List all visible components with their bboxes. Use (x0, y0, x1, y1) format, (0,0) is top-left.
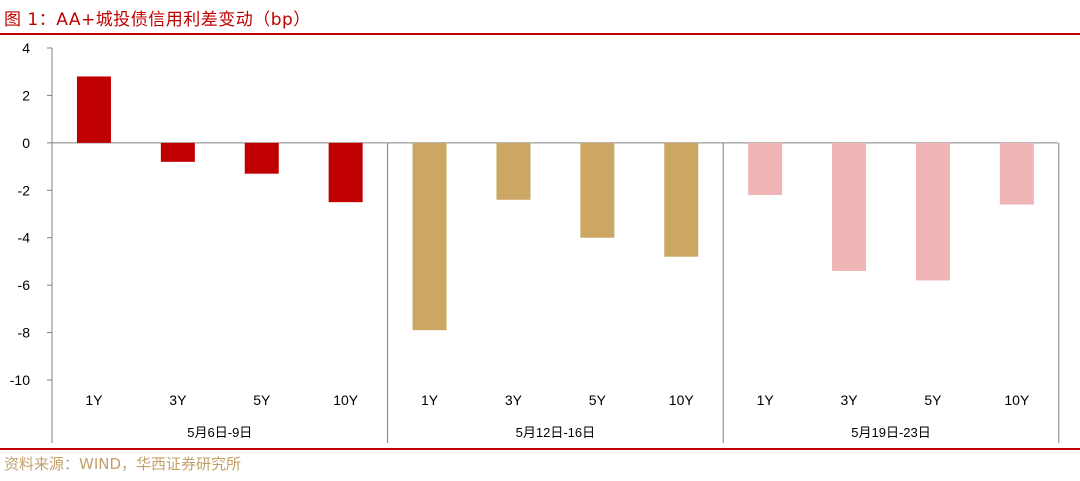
x-tick-label: 1Y (85, 392, 103, 408)
y-tick-label: 0 (22, 135, 30, 151)
bar (496, 142, 531, 200)
bar (832, 142, 867, 271)
x-tick-label: 1Y (421, 392, 439, 408)
x-tick-label: 10Y (333, 392, 359, 408)
x-tick-label: 10Y (1004, 392, 1030, 408)
bar (328, 142, 363, 203)
x-tick-label: 5Y (253, 392, 271, 408)
x-tick-label: 1Y (757, 392, 775, 408)
x-tick-label: 10Y (669, 392, 695, 408)
bar (160, 142, 195, 162)
y-tick-label: -2 (18, 182, 31, 198)
source-note: 资料来源：WIND，华西证券研究所 (4, 455, 242, 473)
x-tick-label: 3Y (840, 392, 858, 408)
bar (915, 142, 950, 281)
y-tick-label: 2 (22, 87, 30, 103)
x-tick-label: 3Y (505, 392, 523, 408)
source-rule (0, 448, 1080, 450)
y-axis: 4 2 0 -2 -4 -6 -8 -10 (10, 40, 1058, 443)
y-tick-label: -6 (18, 277, 31, 293)
bar (999, 142, 1034, 205)
bar (412, 142, 447, 331)
x-group-label: 5月12日-16日 (516, 425, 595, 440)
bar (76, 76, 111, 143)
x-axis: 1Y 3Y 5Y 10Y 5月6日-9日 1Y 3Y 5Y 10Y 5月12日-16日 1Y 3Y 5Y… (85, 142, 1060, 443)
x-group-label: 5月19日-23日 (851, 425, 930, 440)
bar (748, 142, 783, 196)
y-tick-label: 4 (22, 40, 30, 56)
y-tick-label: -4 (18, 230, 31, 246)
bar (580, 142, 615, 238)
chart-title: 图 1：AA+城投债信用利差变动（bp） (4, 10, 311, 30)
bar (244, 142, 279, 174)
bar (664, 142, 699, 257)
x-tick-label: 5Y (589, 392, 607, 408)
x-tick-label: 3Y (169, 392, 187, 408)
y-tick-label: -8 (18, 325, 31, 341)
title-rule (0, 33, 1080, 35)
x-tick-label: 5Y (924, 392, 942, 408)
bars (76, 76, 1034, 331)
x-group-label: 5月6日-9日 (187, 425, 252, 440)
y-tick-label: -10 (10, 372, 30, 388)
